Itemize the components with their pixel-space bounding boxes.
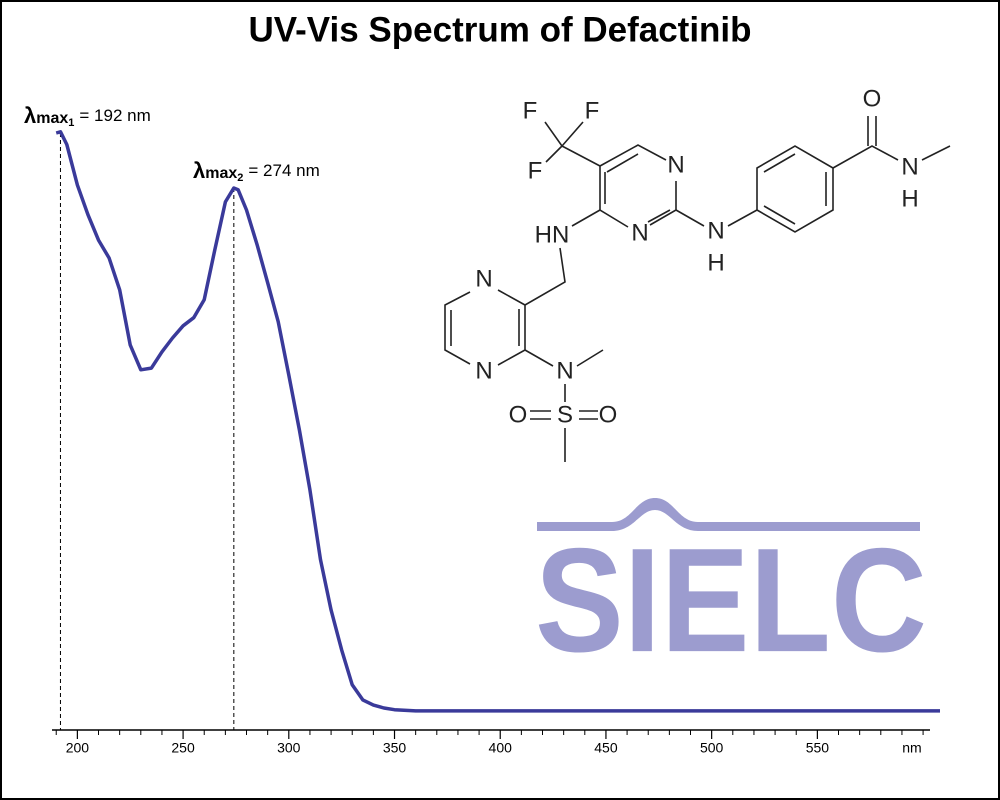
x-tick-label: 350	[383, 740, 407, 756]
atom-label: O	[599, 401, 618, 428]
peak-label-symbol: λ	[24, 103, 36, 128]
atom-label: F	[585, 97, 600, 124]
logo-text: SIELC	[535, 518, 927, 683]
x-tick-label: 500	[700, 740, 724, 756]
atom-label: S	[557, 401, 573, 428]
peak-label-index: 2	[237, 172, 243, 184]
peak-label-text: = 192 nm	[79, 106, 150, 125]
peak-label-text: = 274 nm	[248, 161, 319, 180]
bond	[571, 209, 758, 227]
x-tick-label: 250	[171, 740, 195, 756]
x-tick-label: 550	[806, 740, 830, 756]
peak-label: λmax1 = 192 nm	[24, 103, 151, 129]
spectrum-line	[55, 130, 940, 713]
atom-label: N	[901, 153, 918, 180]
bond	[544, 121, 601, 167]
peak-label: λmax2 = 274 nm	[193, 158, 320, 184]
atom-label: N	[707, 217, 724, 244]
peak-label-sub: max	[205, 165, 237, 182]
logo-wave	[537, 498, 920, 531]
atom-label: H	[901, 185, 918, 212]
peak-label-symbol: λ	[193, 158, 205, 183]
atom-label: H	[707, 249, 724, 276]
atom-label: F	[523, 97, 538, 124]
bond	[604, 153, 671, 223]
x-tick-label: 450	[594, 740, 618, 756]
bond	[450, 309, 520, 346]
bond	[832, 116, 951, 169]
x-tick-label: 400	[489, 740, 513, 756]
atom-label: N	[475, 265, 492, 292]
logo: SIELC	[535, 498, 927, 683]
x-axis-label: nm	[902, 740, 921, 756]
atom-label: O	[509, 401, 528, 428]
structure	[444, 116, 951, 462]
atom-label: HN	[535, 221, 570, 248]
bond	[524, 349, 604, 462]
bond	[444, 247, 566, 366]
peak-label-sub: max	[36, 110, 68, 127]
atom-label: N	[475, 357, 492, 384]
atom-label: F	[528, 157, 543, 184]
atom-label: N	[631, 219, 648, 246]
atom-label: O	[863, 85, 882, 112]
atom-label: N	[667, 151, 684, 178]
atom-label: N	[556, 357, 573, 384]
chart-title: UV-Vis Spectrum of Defactinib	[248, 10, 751, 49]
x-tick-label: 300	[277, 740, 301, 756]
peak-label-index: 1	[68, 117, 74, 129]
x-tick-label: 200	[66, 740, 90, 756]
